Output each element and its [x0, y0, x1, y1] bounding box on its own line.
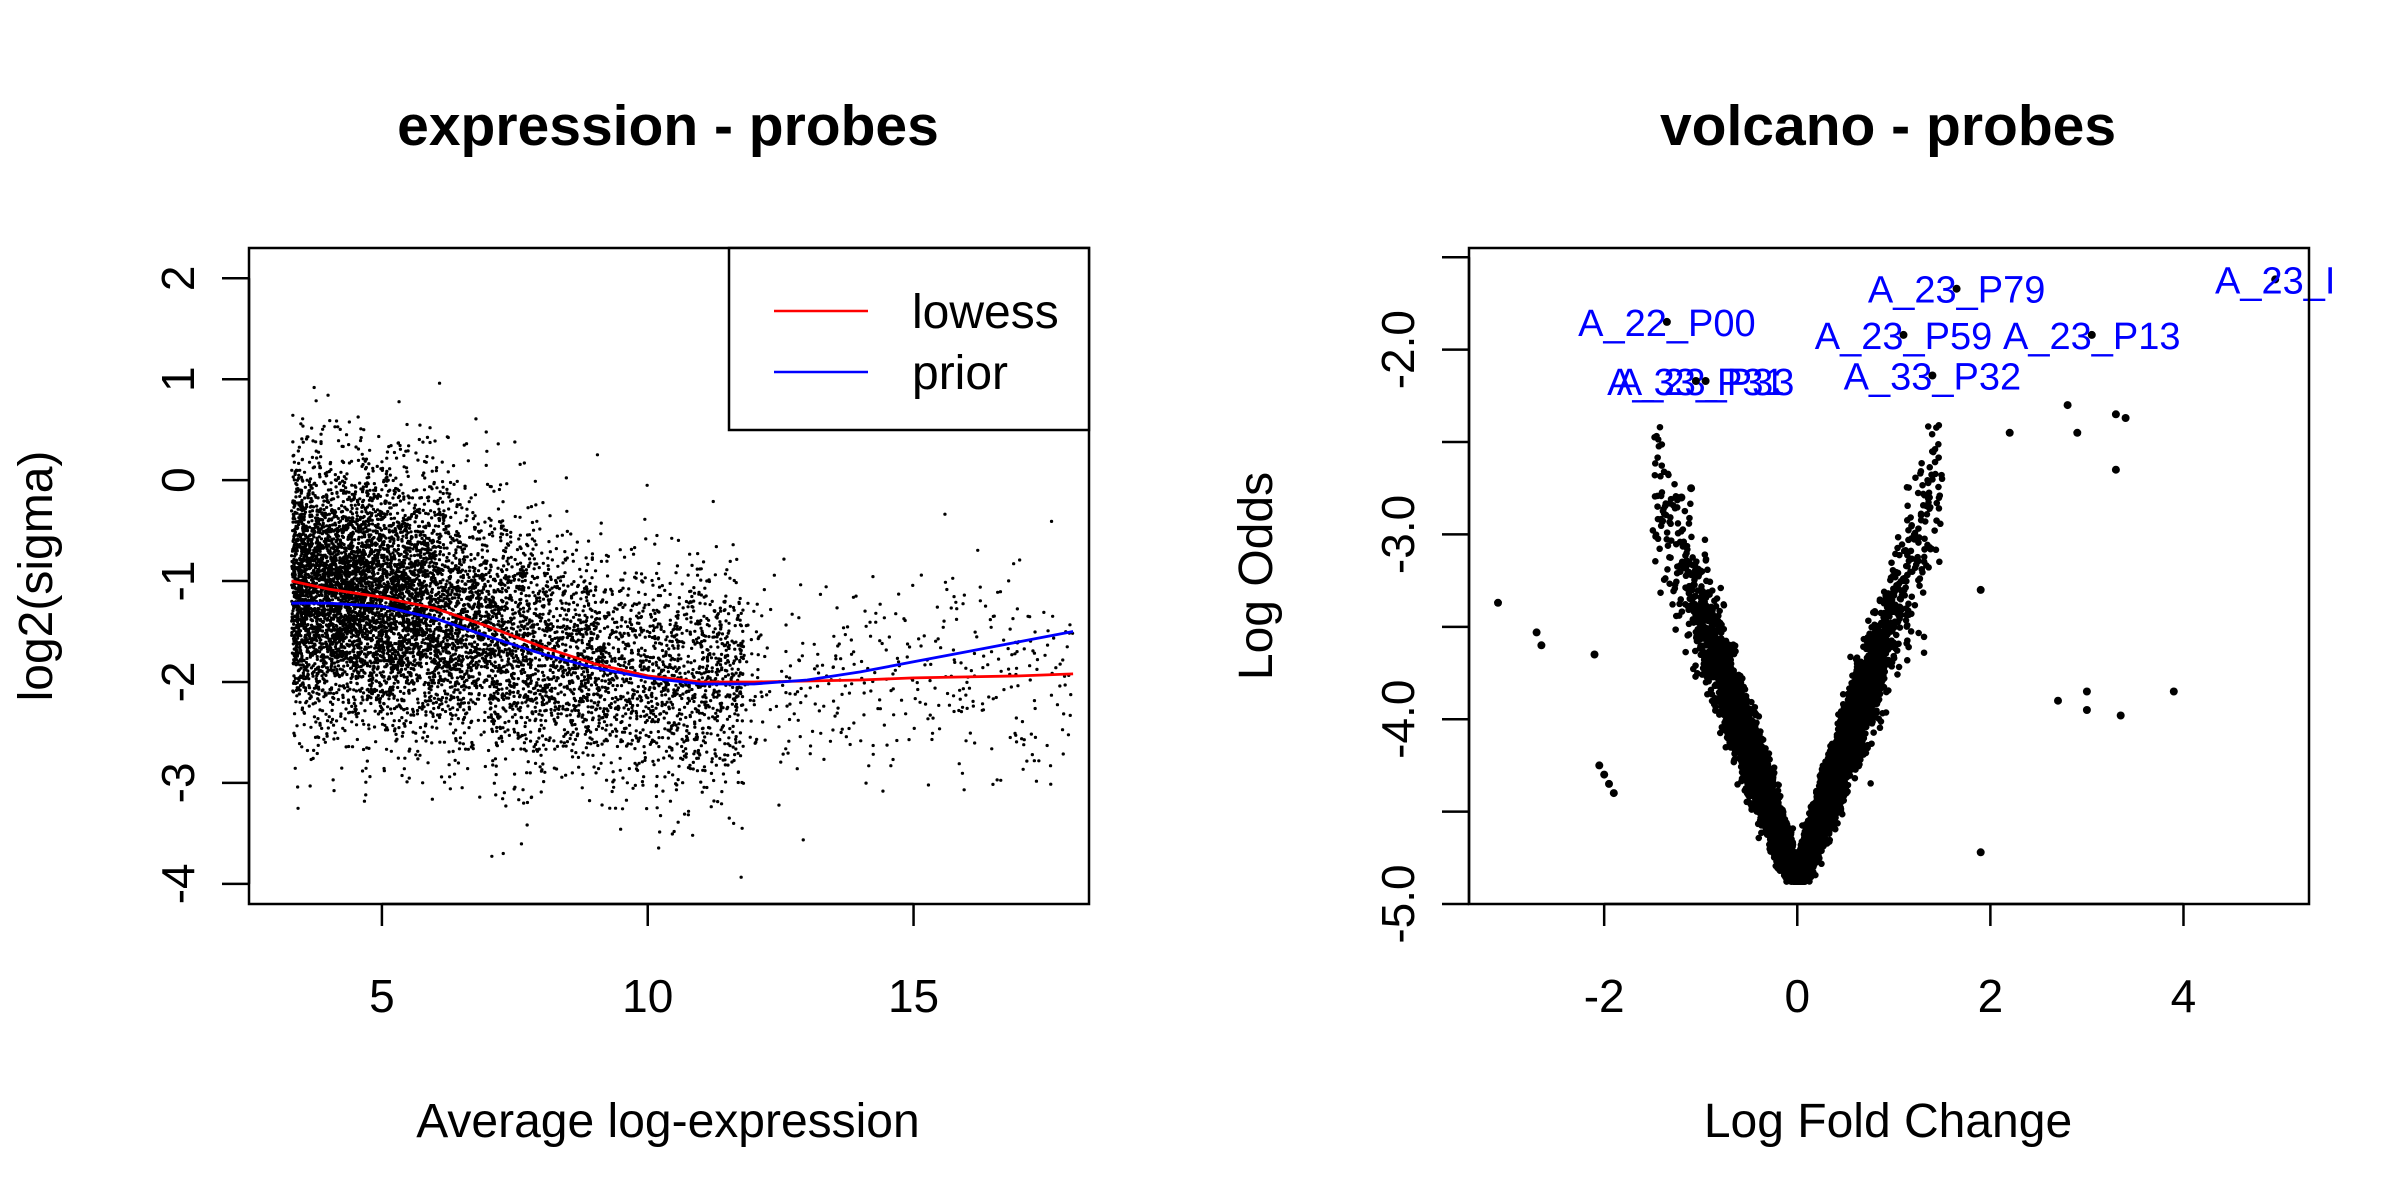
volcano-outlier-point [2116, 711, 2125, 720]
annotated-point [2271, 275, 2280, 284]
probe-annotation-label: A_22_P00 [1578, 303, 1756, 345]
expression-x-tick-label: 10 [622, 970, 673, 1022]
volcano-panel: volcano - probes A_23_P79 A_23_I A_22_P00 A… [1230, 94, 2335, 1148]
volcano-outlier-point [1600, 770, 1609, 779]
volcano-outlier-point [2073, 428, 2082, 437]
expression-legend: lowess prior [727, 246, 1091, 432]
expression-y-tick-label: 0 [152, 467, 204, 493]
expression-y-axis: -4 -3 -2 -1 0 1 2 [152, 265, 251, 904]
volcano-annotations: A_23_P79 A_23_IA_22_P00 A_23_P59 A_23_P13A_… [1578, 260, 2335, 404]
expression-panel: expression - probes 5 10 15 -4 -3 -2 -1 0 1 2 Av… [10, 94, 1091, 1148]
volcano-outlier-point [1976, 585, 1985, 594]
volcano-x-tick-label: -2 [1584, 970, 1625, 1022]
probe-annotation-label: A_23_I [2215, 260, 2335, 302]
volcano-x-tick-label: 4 [2171, 970, 2197, 1022]
probe-annotation-label: A_23_P33 [1617, 362, 1795, 404]
expression-y-label: log2(sigma) [10, 451, 63, 702]
volcano-y-axis: -5.0 -4.0 -3.0 -2.0 [1372, 255, 1471, 944]
volcano-outlier-point [2063, 401, 2072, 410]
expression-points [290, 381, 1075, 879]
volcano-outlier-point [1976, 848, 1985, 857]
annotated-point [1899, 330, 1908, 339]
expression-y-tick-label: 2 [152, 265, 204, 291]
line-lowess [291, 579, 1074, 684]
volcano-outlier-point [2121, 414, 2130, 422]
expression-y-tick-label: -4 [152, 863, 204, 904]
probe-annotation-label: A_23_P13 [2003, 316, 2181, 358]
annotated-point [2087, 330, 2096, 339]
volcano-outlier-point [1677, 493, 1686, 502]
volcano-outlier-point [1595, 761, 1604, 770]
volcano-y-label: Log Odds [1230, 472, 1283, 680]
expression-x-axis: 5 10 15 [369, 902, 939, 1022]
annotated-point [1691, 377, 1700, 385]
expression-x-tick-label: 5 [369, 970, 395, 1022]
expression-y-tick-label: 1 [152, 366, 204, 392]
volcano-x-tick-label: 0 [1784, 970, 1810, 1022]
expression-x-label: Average log-expression [416, 1095, 919, 1148]
probe-annotation-label: A_23_P59 [1815, 316, 1993, 358]
volcano-outlier-point [2054, 696, 2062, 705]
expression-fit-lines [291, 579, 1074, 686]
probe-annotation-label: A_23_P79 [1868, 270, 2046, 312]
line-prior [291, 601, 1074, 686]
volcano-outlier-point [2082, 687, 2091, 696]
volcano-outlier-point [2169, 687, 2178, 696]
probe-annotation-label: A_33_P32 [1844, 357, 2022, 399]
expression-point-cloud [290, 381, 1075, 879]
expression-y-tick-label: -2 [152, 662, 204, 703]
expression-title: expression - probes [397, 94, 939, 158]
volcano-y-tick-label: -3.0 [1372, 495, 1424, 574]
volcano-point-cloud [1649, 422, 1946, 886]
volcano-y-tick-label: -4.0 [1372, 680, 1424, 759]
expression-y-tick-label: -3 [152, 762, 204, 803]
legend-prior-label: prior [912, 347, 1008, 400]
volcano-outlier-point [1687, 484, 1696, 493]
legend-lowess-label: lowess [912, 286, 1059, 339]
volcano-x-tick-label: 2 [1978, 970, 2004, 1022]
volcano-outlier-point [1532, 628, 1541, 637]
volcano-outlier-point [2005, 428, 2014, 437]
volcano-outlier-point [1537, 641, 1546, 650]
legend-box [727, 246, 1091, 432]
expression-x-tick-label: 15 [888, 970, 939, 1022]
annotated-point [1701, 377, 1710, 385]
annotated-point [1928, 371, 1937, 380]
volcano-outlier-point [2111, 410, 2120, 419]
volcano-y-tick-label: -2.0 [1372, 310, 1424, 389]
volcano-x-axis: -2 0 2 4 [1584, 902, 2197, 1022]
volcano-outlier-point [2111, 465, 2120, 474]
volcano-outlier-point [1605, 779, 1613, 788]
annotated-point [1952, 284, 1961, 293]
volcano-outlier-point [2082, 706, 2091, 714]
volcano-outlier-point [1590, 650, 1599, 659]
volcano-y-tick-label: -5.0 [1372, 864, 1424, 943]
volcano-points [1494, 401, 2178, 886]
annotated-point [1662, 317, 1671, 326]
volcano-outlier-point [1609, 789, 1618, 798]
expression-y-tick-label: -1 [152, 561, 204, 602]
volcano-outlier-point [1494, 598, 1502, 607]
volcano-x-label: Log Fold Change [1704, 1095, 2072, 1148]
volcano-title: volcano - probes [1660, 94, 2116, 158]
probe-annotation-label: A_33_P31 [1607, 362, 1785, 404]
